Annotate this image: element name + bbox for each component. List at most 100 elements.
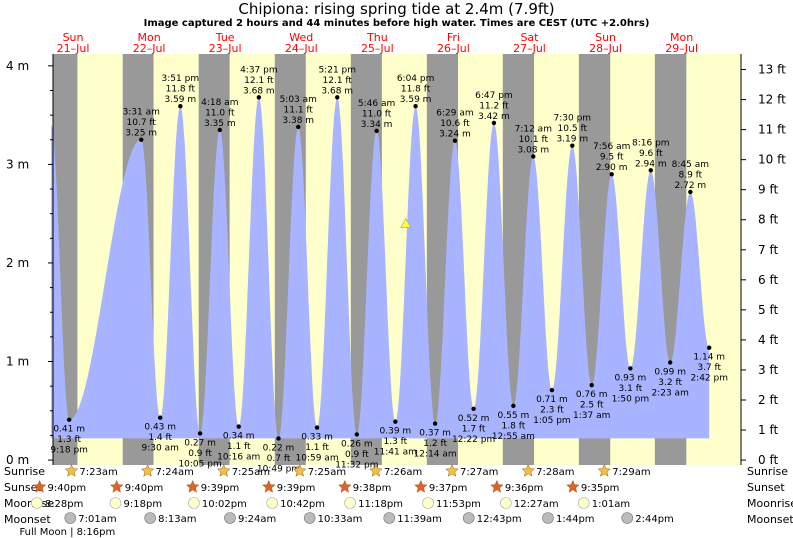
sunrise-icon [64, 463, 79, 477]
low-tide-point [314, 425, 320, 430]
high-tide-label: 11.0 ft [205, 108, 235, 118]
low-tide-point [549, 387, 555, 393]
sunset-time: 9:37pm [429, 483, 468, 494]
low-tide-point [511, 403, 516, 409]
low-tide-label: 1.7 ft [462, 424, 486, 434]
sunset-icon [185, 479, 200, 493]
high-tide-point [570, 143, 575, 148]
low-tide-label: 0.9 ft [188, 449, 212, 459]
day-date: 21–Jul [57, 42, 90, 55]
moonset-icon [542, 512, 554, 524]
sunrise-icon [597, 463, 612, 477]
sunset-time: 9:35pm [581, 483, 620, 494]
high-tide-label: 7:30 pm [554, 114, 592, 124]
chart-subtitle: Image captured 2 hours and 44 minutes be… [143, 18, 650, 29]
high-tide-label: 3.59 m [400, 95, 432, 105]
low-tide-label: 0.76 m [576, 390, 608, 400]
row-label-right: Moonrise [747, 497, 793, 510]
moonset-time: 1:44pm [556, 514, 595, 525]
row-label-left: Sunrise [4, 465, 45, 478]
row-label-right: Moonset [747, 513, 793, 526]
sunset-time: 9:39pm [277, 483, 316, 494]
sunset-icon [109, 479, 124, 493]
right-tick-label: 9 ft [758, 183, 778, 197]
high-tide-label: 7:56 am [593, 142, 630, 152]
moonset-time: 9:24am [238, 514, 276, 525]
low-tide-label: 10:49 pm [257, 464, 300, 474]
day-name: Sat [520, 31, 539, 44]
high-tide-point [139, 137, 144, 142]
sunrise-icon [292, 463, 307, 477]
low-tide-label: 0.93 m [615, 373, 647, 383]
moonset-time: 12:43pm [477, 514, 522, 525]
high-tide-label: 6:47 pm [475, 91, 513, 101]
moonset-icon [383, 512, 396, 524]
high-tide-point [413, 104, 418, 109]
low-tide-label: 1.3 ft [383, 437, 407, 447]
low-tide-label: 0.39 m [380, 427, 412, 437]
low-tide-label: 1:50 pm [612, 394, 650, 404]
full-moon-label: Full Moon | 8:16pm [19, 527, 115, 538]
left-tick-label: 2 m [6, 256, 29, 270]
moonrise-icon [188, 497, 200, 509]
low-tide-label: 0.99 m [654, 367, 686, 377]
high-tide-point [335, 95, 340, 100]
moonrise-time: 11:53pm [436, 499, 481, 510]
moonrise-icon [422, 497, 434, 509]
sunrise-time: 7:27am [460, 467, 498, 478]
high-tide-label: 5:03 am [280, 95, 317, 105]
high-tide-label: 11.0 ft [362, 109, 392, 119]
high-tide-label: 8:45 am [672, 160, 709, 170]
high-tide-label: 5:46 am [358, 99, 395, 109]
sunset-icon [414, 479, 428, 493]
left-tick-label: 0 m [6, 453, 29, 467]
low-tide-label: 2:42 pm [690, 374, 728, 384]
high-tide-label: 11.8 ft [401, 85, 431, 95]
low-tide-label: 2:23 am [651, 388, 688, 398]
low-tide-label: 1.1 ft [305, 443, 329, 453]
low-tide-label: 11:41 am [374, 448, 417, 458]
day-name: Tue [215, 31, 235, 44]
low-tide-label: 12:14 am [414, 450, 457, 460]
sunrise-time: 7:26am [384, 467, 422, 478]
low-tide-label: 0.27 m [184, 438, 216, 448]
right-tick-label: 1 ft [758, 423, 778, 437]
row-label-right: Sunrise [747, 465, 788, 478]
high-tide-label: 4:18 am [201, 98, 238, 108]
sunrise-icon [521, 463, 535, 477]
right-tick-label: 6 ft [758, 273, 778, 287]
low-tide-point [158, 415, 163, 420]
low-tide-label: 1.1 ft [227, 442, 251, 452]
high-tide-label: 3.68 m [321, 86, 353, 96]
low-tide-point [589, 382, 594, 388]
high-tide-label: 10.7 ft [127, 118, 157, 128]
low-tide-label: 0.41 m [53, 425, 85, 435]
sunset-icon [490, 479, 504, 493]
day-labels: Sun21–JulMon22–JulTue23–JulWed24–JulThu2… [57, 31, 698, 55]
moonset-time: 11:39am [397, 514, 442, 525]
row-label-left: Sunset [4, 481, 42, 494]
moonset-icon [621, 512, 634, 524]
low-tide-point [354, 432, 360, 437]
high-tide-label: 12.1 ft [244, 76, 274, 86]
day-date: 23–Jul [209, 42, 242, 55]
chart-title: Chipiona: rising spring tide at 2.4m (7.… [238, 0, 555, 18]
low-tide-point [707, 345, 712, 350]
axes: 0 m 1 m 2 m 3 m 4 m 0 ft 1 ft 2 ft 3 ft 4 ft 5 ft 6… [6, 54, 786, 467]
high-tide-point [531, 154, 536, 159]
high-tide-label: 3.08 m [517, 146, 549, 156]
high-tide-point [688, 189, 693, 195]
high-tide-label: 5:21 pm [318, 65, 356, 75]
moonset-icon [64, 512, 77, 524]
high-tide-label: 7:12 am [515, 125, 552, 135]
high-tide-point [452, 138, 458, 143]
low-tide-label: 1.14 m [693, 353, 725, 363]
day-name: Fri [447, 31, 460, 44]
low-tide-point [66, 417, 72, 422]
low-tide-point [236, 424, 241, 429]
high-tide-point [256, 95, 262, 100]
moonset-time: 7:01am [78, 514, 116, 525]
low-tide-label: 12:55 am [492, 432, 535, 442]
high-tide-label: 8:16 pm [632, 138, 670, 148]
